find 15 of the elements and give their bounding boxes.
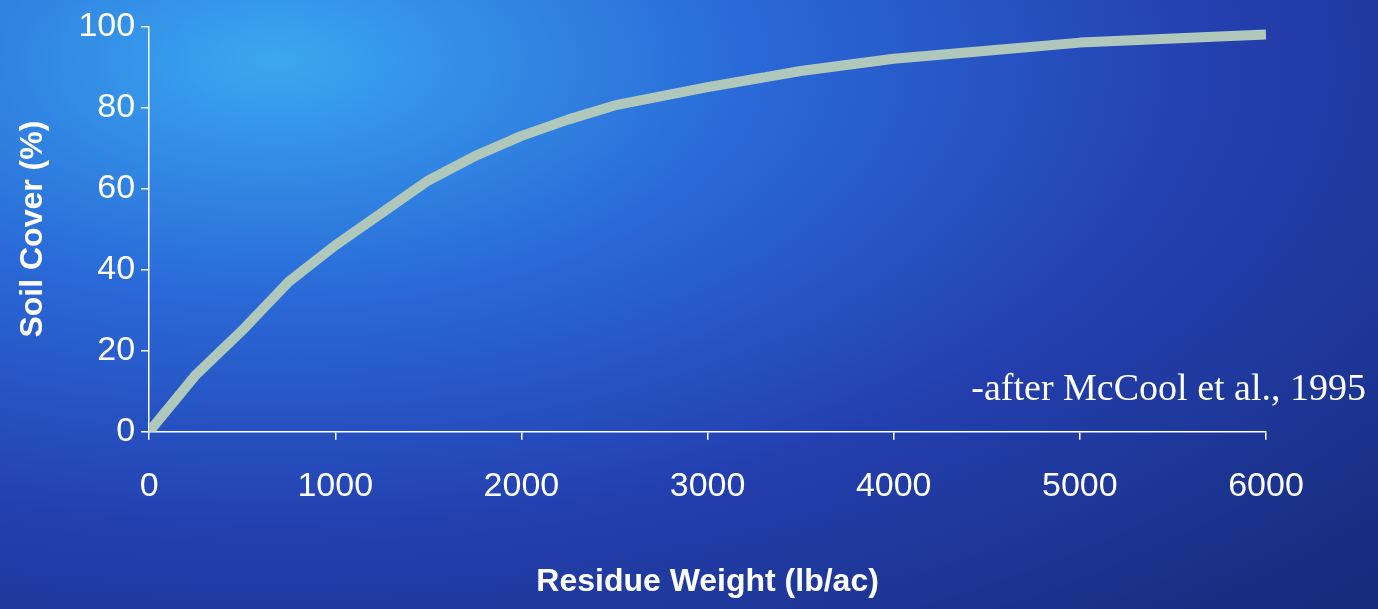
y-tick-label: 60	[97, 166, 136, 205]
annotation: -after McCool et al., 1995	[971, 365, 1366, 408]
x-tick-label: 6000	[1228, 464, 1304, 503]
y-tick-label: 40	[97, 248, 136, 287]
y-tick-label: 0	[116, 410, 136, 449]
x-tick-label: 5000	[1042, 464, 1118, 503]
x-tick-label: 1000	[297, 464, 374, 503]
y-tick-label: 100	[78, 4, 136, 43]
y-tick-label: 80	[97, 85, 136, 124]
x-tick-label: 4000	[855, 464, 932, 503]
y-tick-label: 20	[97, 329, 136, 368]
x-axis-title: Residue Weight (lb/ac)	[536, 561, 879, 598]
x-tick-label: 2000	[483, 464, 560, 503]
y-axis-title: Soil Cover (%)	[13, 120, 50, 338]
x-tick-label: 3000	[669, 464, 746, 503]
